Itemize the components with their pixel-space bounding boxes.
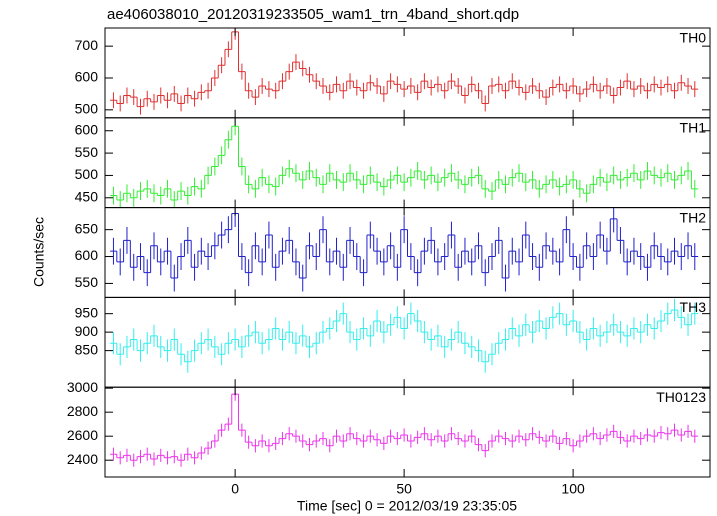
panel — [110, 28, 699, 115]
panel-label: TH0 — [680, 30, 707, 46]
x-axis-label: Time [sec] 0 = 2012/03/19 23:35:05 — [297, 498, 517, 514]
y-tick-label: 600 — [75, 121, 99, 137]
y-tick-label: 700 — [75, 37, 99, 53]
y-tick-label: 600 — [75, 69, 99, 85]
x-tick-label: 0 — [231, 481, 239, 497]
panel — [110, 387, 699, 467]
y-tick-label: 3000 — [67, 379, 98, 395]
panel-frame — [104, 117, 711, 209]
y-tick-label: 550 — [75, 274, 99, 290]
panel-frame — [104, 386, 711, 478]
y-tick-label: 600 — [75, 247, 99, 263]
panel — [110, 298, 699, 373]
y-tick-label: 2600 — [67, 427, 98, 443]
y-tick-label: 950 — [75, 304, 99, 320]
panel-label: TH2 — [680, 209, 707, 225]
y-tick-label: 650 — [75, 220, 99, 236]
x-tick-label: 100 — [561, 481, 585, 497]
panel-label: TH0123 — [656, 389, 706, 405]
panel — [110, 207, 699, 292]
y-axis-label: Counts/sec — [31, 217, 47, 287]
chart-title: ae406038010_20120319233505_wam1_trn_4ban… — [107, 6, 519, 23]
y-tick-label: 550 — [75, 144, 99, 160]
y-tick-label: 900 — [75, 323, 99, 339]
panel-label: TH3 — [680, 299, 707, 315]
panel-frame — [104, 296, 711, 388]
panel-frame — [104, 27, 711, 119]
y-tick-label: 2800 — [67, 403, 98, 419]
x-tick-label: 50 — [396, 481, 412, 497]
y-tick-label: 500 — [75, 166, 99, 182]
panel-label: TH1 — [680, 120, 707, 136]
panel — [110, 117, 699, 208]
y-tick-label: 450 — [75, 188, 99, 204]
y-tick-label: 850 — [75, 341, 99, 357]
y-tick-label: 500 — [75, 101, 99, 117]
y-tick-label: 2400 — [67, 451, 98, 467]
